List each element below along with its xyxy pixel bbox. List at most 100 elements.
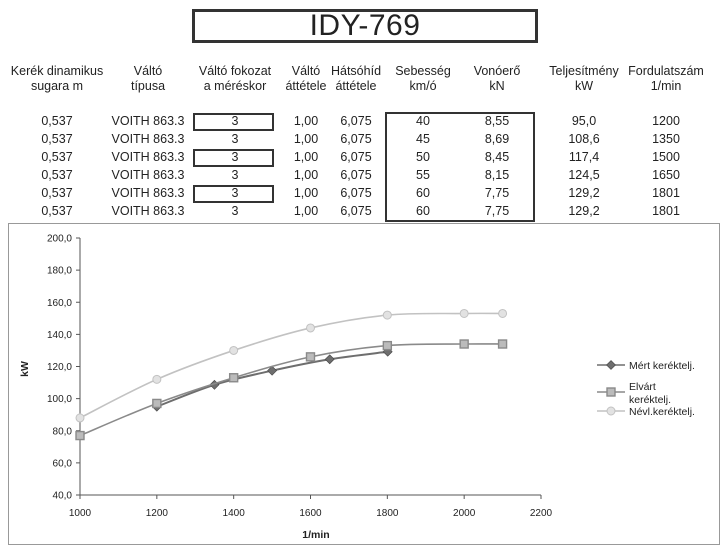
column-header-line1: Hátsóhíd — [330, 64, 382, 78]
gear-cell-box — [193, 185, 274, 203]
series-3-point — [229, 345, 239, 355]
table-cell: 8,69 — [484, 132, 510, 146]
table-cell: 1350 — [652, 132, 680, 146]
chart-title-box: IDY-769 — [192, 9, 538, 43]
table-cell: 8,55 — [484, 114, 510, 128]
table-cell: 3 — [231, 132, 239, 146]
y-tick-label: 180,0 — [47, 266, 72, 277]
y-tick-label: 140,0 — [47, 330, 72, 341]
page-title: IDY-769 — [309, 9, 421, 42]
table-cell: 0,537 — [41, 132, 73, 146]
table-cell: VOITH 863.3 — [111, 114, 185, 128]
table-cell: VOITH 863.3 — [111, 204, 185, 218]
x-tick-label: 1600 — [299, 508, 322, 519]
column-header-9: Fordulatszám 1/min — [606, 64, 724, 94]
column-header-line2: áttétele — [285, 79, 327, 93]
column-header-line1: Váltó fokozat — [198, 64, 272, 78]
y-tick-label: 160,0 — [47, 298, 72, 309]
table-cell: VOITH 863.3 — [111, 150, 185, 164]
table-cell: 3 — [231, 204, 239, 218]
column-header-line1: Sebesség — [395, 64, 451, 78]
table-cell: 45 — [416, 132, 430, 146]
table-cell: 40 — [416, 114, 430, 128]
table-cell: 117,4 — [568, 150, 600, 164]
table-cell: 0,537 — [41, 186, 73, 200]
table-cell: 50 — [416, 150, 430, 164]
x-tick-label: 1000 — [69, 508, 92, 519]
column-header-line2: áttétele — [335, 79, 377, 93]
x-tick-label: 2200 — [530, 508, 553, 519]
series-2-point — [305, 352, 316, 362]
legend-marker — [606, 360, 616, 370]
series-2-point — [228, 373, 239, 383]
table-cell: VOITH 863.3 — [111, 168, 185, 182]
table-cell: 6,075 — [340, 204, 372, 218]
column-header-line2: 1/min — [650, 79, 682, 93]
table-cell: 1650 — [652, 168, 680, 182]
series-2-point — [459, 339, 469, 349]
column-header-line2: típusa — [130, 79, 166, 93]
y-axis-label: kW — [19, 361, 31, 377]
column-header-line2: kW — [574, 79, 594, 93]
table-cell: 95,0 — [571, 114, 597, 128]
gear-cell-box — [193, 149, 274, 167]
series-3-point — [152, 374, 162, 384]
series-line-1 — [156, 350, 388, 408]
legend-marker — [606, 406, 616, 416]
table-cell: 124,5 — [568, 168, 600, 182]
series-2-point — [152, 398, 162, 409]
speed-force-box — [385, 112, 535, 222]
table-cell: 3 — [231, 150, 239, 164]
table-cell: 1,00 — [293, 132, 319, 146]
y-tick-label: 100,0 — [47, 394, 72, 405]
table-cell: 3 — [231, 114, 239, 128]
column-header-line2: km/ó — [409, 79, 437, 93]
table-cell: 0,537 — [41, 114, 73, 128]
column-header-line2: sugara m — [30, 79, 84, 93]
column-header-7: Vonóerő kN — [437, 64, 557, 94]
column-header-5: Hátsóhíd áttétele — [296, 64, 416, 94]
table-cell: 1,00 — [293, 168, 319, 182]
series-3-point — [306, 323, 315, 333]
series-2-point — [497, 339, 508, 349]
y-tick-label: 40,0 — [53, 491, 73, 502]
legend-marker — [606, 387, 616, 397]
table-cell: 0,537 — [41, 168, 73, 182]
table-cell: 3 — [231, 168, 239, 182]
table-cell: 0,537 — [41, 150, 73, 164]
column-header-line1: Kerék dinamikus — [10, 64, 104, 78]
legend-label: keréktelj. — [629, 394, 671, 406]
table-cell: 0,537 — [41, 204, 73, 218]
table-cell: 6,075 — [340, 150, 372, 164]
table-cell: 6,075 — [340, 132, 372, 146]
table-cell: 129,2 — [568, 186, 600, 200]
legend-label: Névl.keréktelj. — [629, 406, 695, 418]
table-cell: 1,00 — [293, 114, 319, 128]
y-tick-label: 120,0 — [47, 362, 72, 373]
series-2-point — [382, 340, 393, 351]
column-header-line2: a méréskor — [203, 79, 267, 93]
table-cell: 1,00 — [293, 204, 319, 218]
x-tick-label: 1800 — [376, 508, 399, 519]
table-cell: 3 — [231, 186, 239, 200]
column-header-1: Kerék dinamikus sugara m — [0, 64, 117, 94]
table-cell: 1,00 — [293, 186, 319, 200]
series-2-point — [75, 430, 85, 441]
column-header-line2: kN — [489, 79, 505, 93]
column-header-8: Teljesítmény kW — [524, 64, 644, 94]
table-cell: VOITH 863.3 — [111, 132, 185, 146]
column-header-line1: Váltó — [291, 64, 321, 78]
x-tick-label: 1200 — [146, 508, 169, 519]
series-1-point — [324, 354, 335, 365]
chart-frame — [8, 223, 720, 545]
table-cell: 6,075 — [340, 186, 372, 200]
column-header-line1: Fordulatszám — [628, 64, 704, 78]
table-cell: 1200 — [652, 114, 680, 128]
table-cell: 129,2 — [568, 204, 600, 218]
table-cell: 1,00 — [293, 150, 319, 164]
column-header-2: Váltó típusa — [88, 64, 208, 94]
table-cell: 108,6 — [568, 132, 600, 146]
table-cell: 7,75 — [484, 186, 510, 200]
table-cell: 60 — [416, 186, 430, 200]
x-tick-label: 2000 — [453, 508, 476, 519]
